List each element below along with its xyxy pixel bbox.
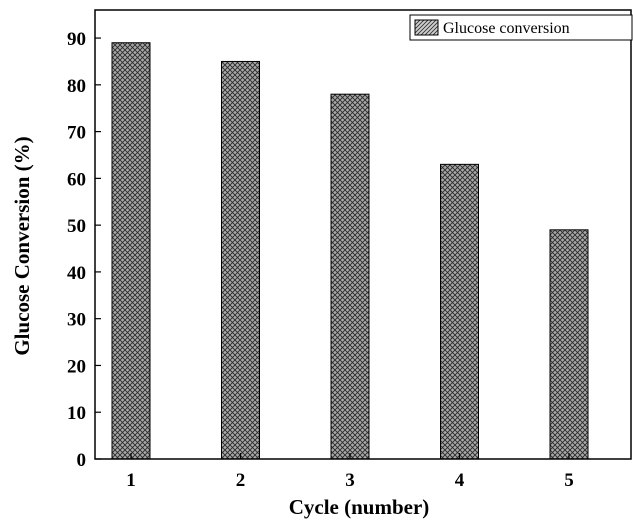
x-axis-title: Cycle (number) xyxy=(289,495,430,519)
y-tick-label: 40 xyxy=(67,263,86,284)
y-axis-title: Glucose Conversion (%) xyxy=(10,136,34,355)
bar-cycle-4 xyxy=(440,163,479,460)
y-tick-label: 0 xyxy=(77,450,87,471)
x-tick-label: 1 xyxy=(126,470,136,491)
x-tick-label: 5 xyxy=(564,470,574,491)
plot-frame xyxy=(94,9,632,460)
legend-label: Glucose conversion xyxy=(443,20,570,37)
y-tick-label: 50 xyxy=(67,216,86,237)
y-tick-label: 90 xyxy=(67,29,86,50)
y-axis-ticks: 0 10 20 30 40 50 60 70 80 90 xyxy=(67,29,101,471)
bar-cycle-5 xyxy=(549,229,589,460)
bar-cycle-3 xyxy=(330,93,370,460)
x-tick-label: 2 xyxy=(236,470,246,491)
y-tick-label: 80 xyxy=(67,76,86,97)
bar-cycle-2 xyxy=(221,60,260,460)
x-tick-label: 4 xyxy=(455,470,465,491)
y-tick-label: 30 xyxy=(67,310,86,331)
y-tick-label: 10 xyxy=(67,403,86,424)
x-axis-ticks: 1 2 3 4 5 xyxy=(126,453,574,491)
bars-group xyxy=(111,42,589,460)
legend: Glucose conversion xyxy=(409,14,633,41)
bar-cycle-1 xyxy=(111,42,151,460)
legend-swatch xyxy=(414,19,439,36)
y-tick-label: 60 xyxy=(67,169,86,190)
y-tick-label: 20 xyxy=(67,356,86,377)
legend-box xyxy=(409,14,633,41)
y-tick-label: 70 xyxy=(67,123,86,144)
x-tick-label: 3 xyxy=(345,470,355,491)
